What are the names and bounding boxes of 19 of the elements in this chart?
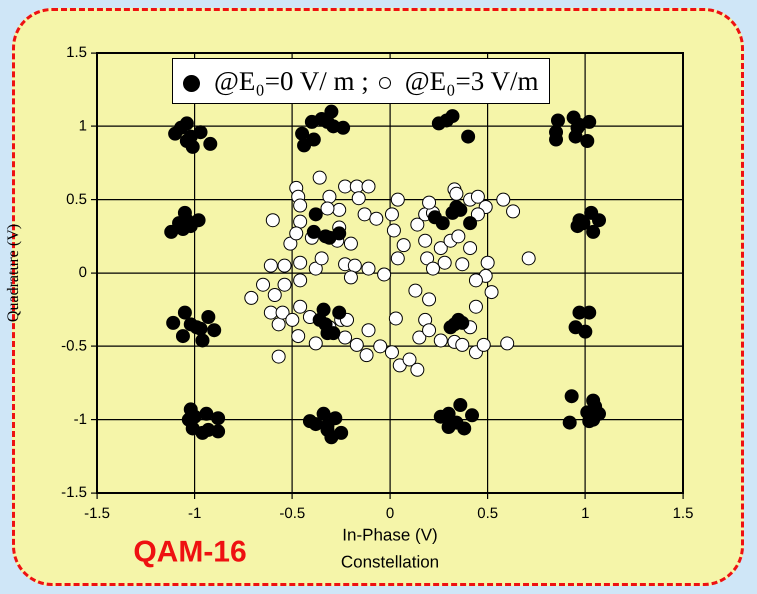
x-tick-label: 0.5 [477, 505, 498, 522]
x-tick-label: -1 [188, 505, 202, 522]
x-axis-title: In-Phase (V) [342, 525, 438, 544]
x-tick-label: 1.5 [672, 505, 694, 522]
x-tick-label: 0 [386, 505, 394, 522]
y-tick-label: 1.5 [66, 44, 87, 62]
y-tick-label: 0.5 [66, 190, 87, 208]
x-tick-label: -0.5 [279, 505, 306, 522]
y-tick-label: -1 [74, 410, 87, 428]
legend-label: @E₀=0 V/ m ; [214, 66, 369, 96]
x-tick-label: 1 [581, 505, 590, 522]
y-tick-label: -0.5 [61, 337, 87, 354]
legend-label: @E₀=3 V/m [404, 66, 539, 96]
text: QAM-16 [133, 535, 247, 568]
y-tick-label: 0 [78, 264, 87, 282]
text: Constellation [340, 552, 440, 572]
y-tick-label: -1.5 [61, 484, 87, 502]
y-tick-label: 1 [78, 117, 87, 134]
y-axis-title: Quadrature (V) [4, 224, 22, 322]
